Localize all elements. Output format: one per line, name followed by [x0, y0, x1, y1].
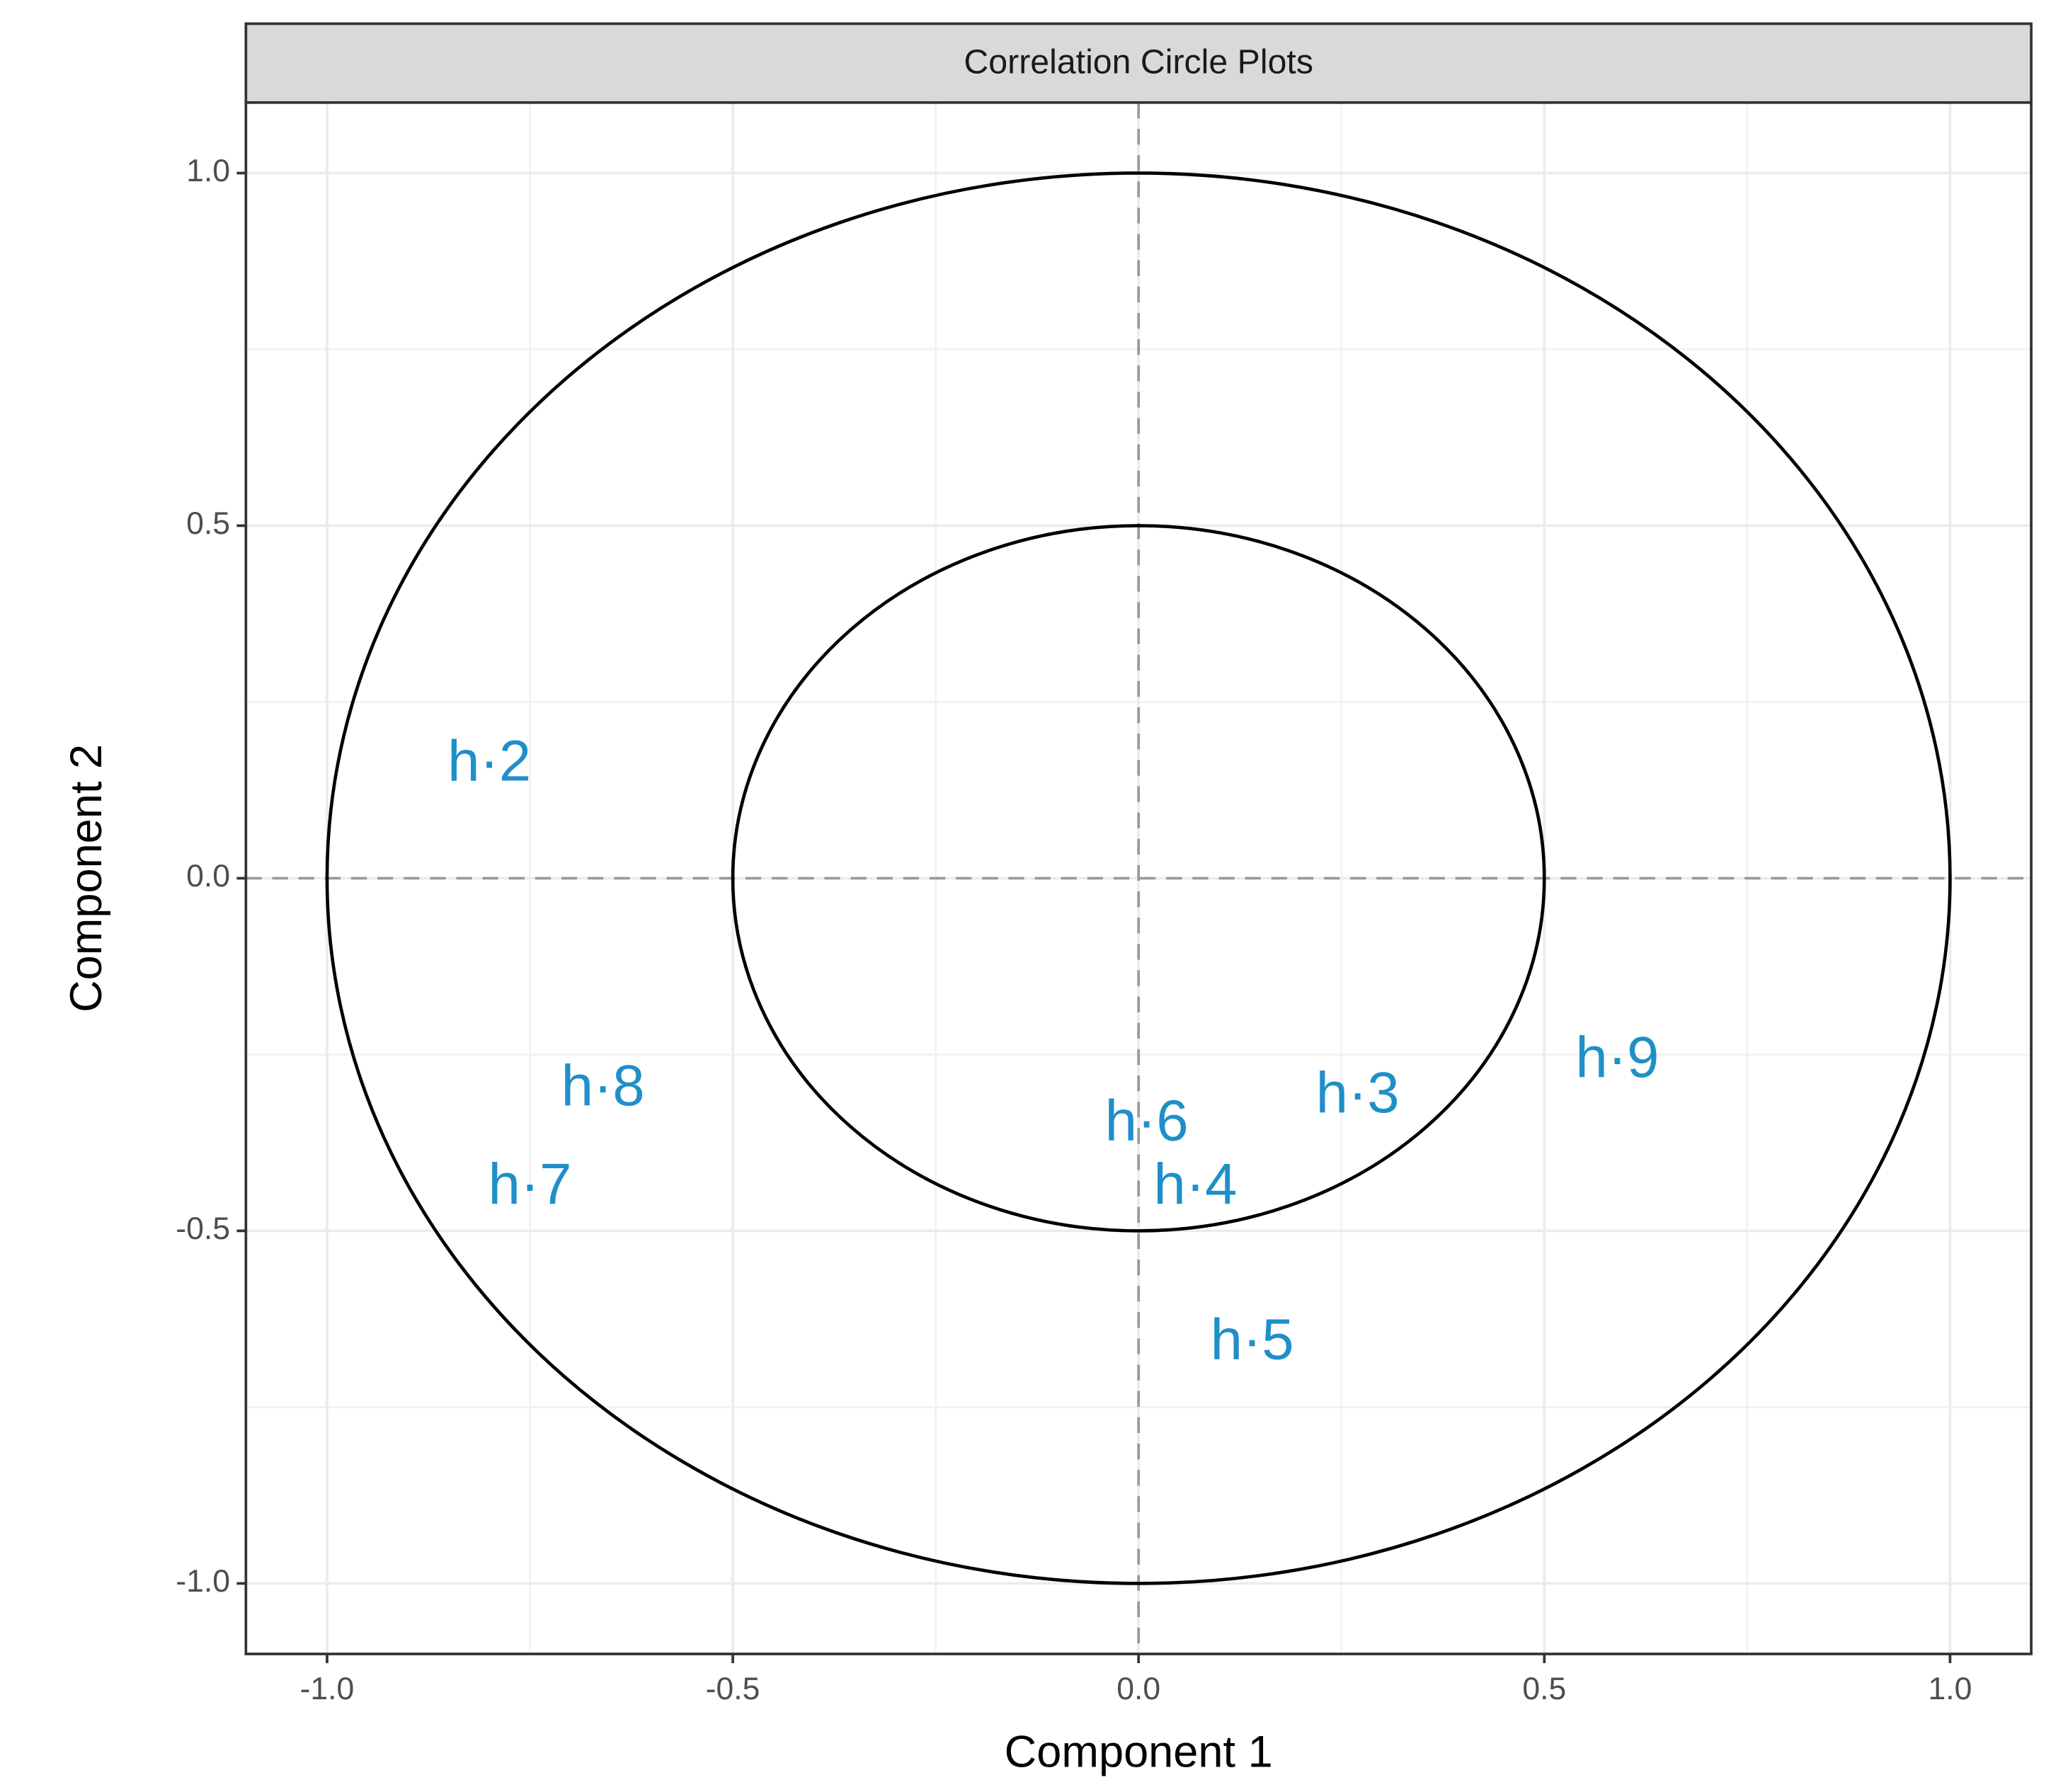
point-label: h·7 — [488, 1152, 571, 1216]
point-label: h·2 — [447, 729, 531, 794]
x-tick-label: -0.5 — [706, 1672, 760, 1706]
correlation-circle — [731, 524, 1546, 1233]
correlation-circle — [325, 171, 1952, 1585]
point-label: h·8 — [561, 1054, 645, 1118]
point-label: h·5 — [1211, 1307, 1294, 1371]
x-axis-title: Component 1 — [1005, 1728, 1273, 1777]
x-tick-label: -1.0 — [300, 1672, 355, 1706]
x-tick-label: 0.5 — [1522, 1672, 1566, 1706]
strip-background — [244, 22, 2033, 104]
y-axis-title: Component 2 — [62, 744, 111, 1012]
x-tick-label: 0.0 — [1116, 1672, 1160, 1706]
x-tick-label: 1.0 — [1928, 1672, 1972, 1706]
y-tick-label: 0.0 — [186, 859, 230, 894]
point-label: h·3 — [1316, 1061, 1400, 1125]
y-tick-label: -1.0 — [176, 1564, 230, 1599]
y-tick-label: 0.5 — [186, 506, 230, 541]
point-label: h·4 — [1153, 1152, 1237, 1216]
point-label: h·6 — [1105, 1089, 1189, 1153]
y-tick-label: 1.0 — [186, 154, 230, 188]
plot-border — [244, 101, 2033, 1655]
chart-title: Correlation Circle Plots — [964, 43, 1313, 81]
point-label: h·9 — [1575, 1025, 1659, 1090]
y-tick-label: -0.5 — [176, 1211, 230, 1246]
